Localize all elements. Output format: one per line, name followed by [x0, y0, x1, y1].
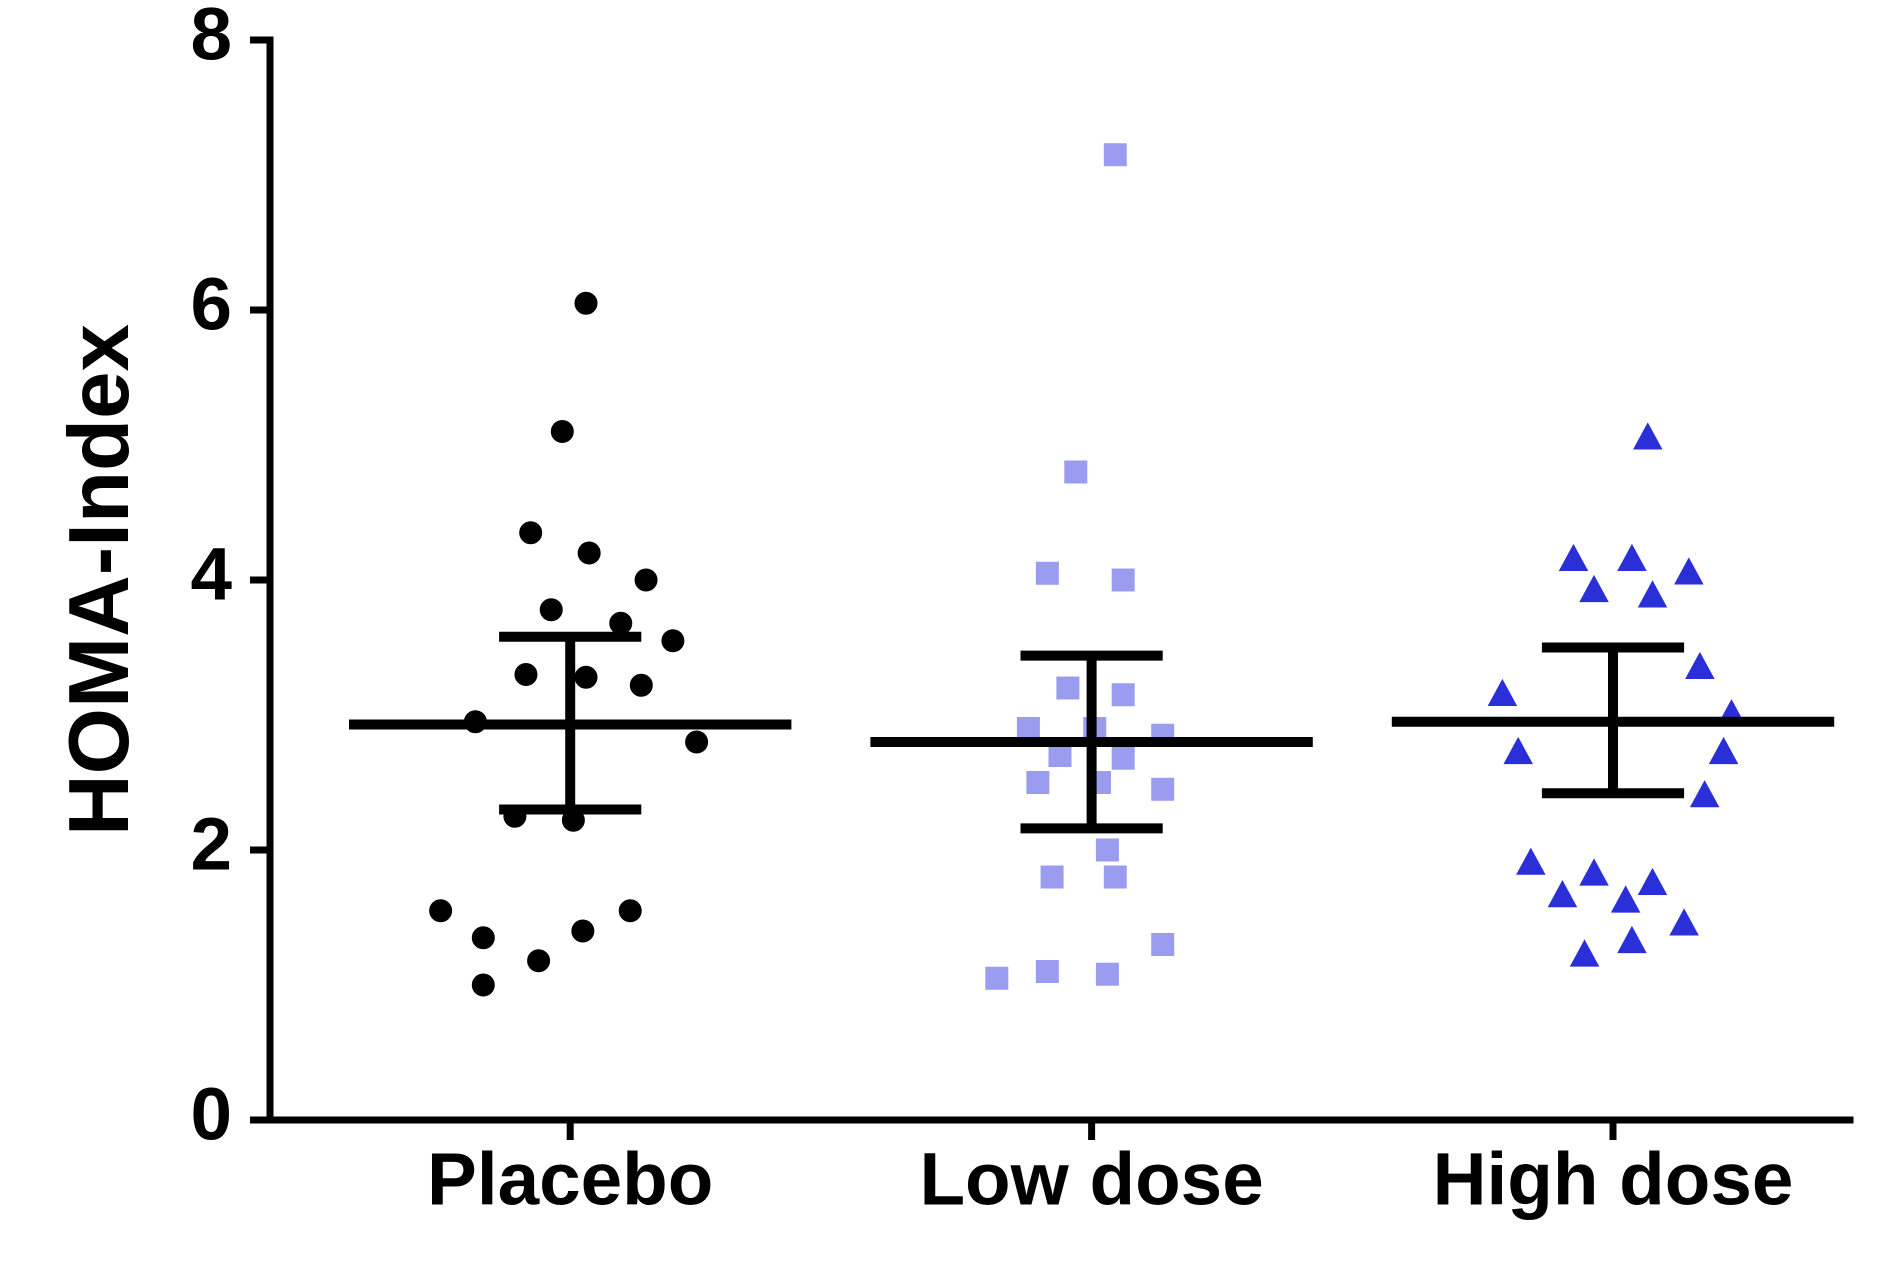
data-point: [1670, 909, 1698, 935]
data-point: [1065, 461, 1087, 483]
data-point: [1027, 772, 1049, 794]
data-point: [1639, 869, 1667, 895]
data-point: [610, 612, 632, 634]
data-point: [635, 569, 657, 591]
y-tick-label: 2: [190, 802, 232, 886]
data-point: [515, 664, 537, 686]
data-point: [1639, 581, 1667, 607]
data-point: [575, 666, 597, 688]
data-point: [472, 927, 494, 949]
data-point: [986, 967, 1008, 989]
data-point: [1112, 747, 1134, 769]
data-point: [630, 674, 652, 696]
data-point: [551, 421, 573, 443]
data-point: [1618, 927, 1646, 953]
y-tick-label: 4: [190, 532, 232, 616]
data-point: [1036, 562, 1058, 584]
data-point: [1710, 738, 1738, 764]
data-point: [619, 900, 641, 922]
x-category-label: Placebo: [427, 1136, 713, 1220]
data-point: [1112, 569, 1134, 591]
data-point: [1560, 545, 1588, 571]
data-point: [578, 542, 600, 564]
data-point: [430, 900, 452, 922]
data-point: [1504, 738, 1532, 764]
data-point: [662, 630, 684, 652]
data-point: [1580, 576, 1608, 602]
data-point: [1096, 963, 1118, 985]
data-point: [1675, 558, 1703, 584]
chart-container: 0 2 4 6 8 Placebo Low dose High dose HOMA-Index: [0, 0, 1901, 1266]
data-point: [1571, 940, 1599, 966]
data-point: [1686, 653, 1714, 679]
data-point: [1612, 886, 1640, 912]
x-category-label: High dose: [1433, 1136, 1794, 1220]
data-point: [1549, 881, 1577, 907]
data-point: [1152, 778, 1174, 800]
y-tick-label: 0: [190, 1072, 232, 1156]
data-point: [1488, 680, 1516, 706]
data-point: [1112, 684, 1134, 706]
data-point: [1618, 545, 1646, 571]
data-point: [1041, 866, 1063, 888]
data-point: [575, 292, 597, 314]
data-point: [1057, 677, 1079, 699]
x-category-label: Low dose: [919, 1136, 1263, 1220]
data-point: [528, 950, 550, 972]
data-point: [540, 599, 562, 621]
data-point: [1580, 859, 1608, 885]
data-point: [472, 974, 494, 996]
data-point: [1017, 718, 1039, 740]
data-point: [1096, 839, 1118, 861]
y-tick-label: 6: [190, 262, 232, 346]
data-point: [520, 522, 542, 544]
data-point: [686, 731, 708, 753]
data-point: [1634, 423, 1662, 449]
data-point: [1691, 781, 1719, 807]
y-tick-label: 8: [190, 0, 232, 76]
data-point: [572, 920, 594, 942]
chart-svg: 0 2 4 6 8 Placebo Low dose High dose: [0, 0, 1901, 1266]
data-point: [1152, 934, 1174, 956]
data-point: [1049, 745, 1071, 767]
y-axis-label: HOMA-Index: [51, 324, 149, 836]
data-point: [1104, 144, 1126, 166]
data-point: [1036, 961, 1058, 983]
data-point: [1104, 866, 1126, 888]
data-point: [1517, 849, 1545, 875]
